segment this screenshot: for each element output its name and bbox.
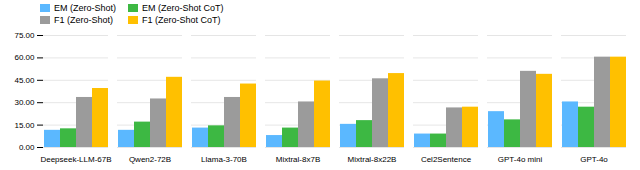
svg-text:45.00: 45.00: [14, 76, 35, 85]
svg-text:60.00: 60.00: [14, 53, 35, 62]
svg-text:15.00: 15.00: [14, 121, 35, 130]
svg-text:Cel2Sentence: Cel2Sentence: [421, 155, 472, 164]
html-text:F1 (Zero-Shot): F1 (Zero-Shot): [54, 15, 113, 25]
svg-text:GPT-4o mini: GPT-4o mini: [498, 155, 543, 164]
svg-text:Mixtral-8x7B: Mixtral-8x7B: [276, 155, 320, 164]
svg-text:0.00: 0.00: [19, 143, 35, 152]
svg-text:30.00: 30.00: [14, 98, 35, 107]
html-text:EM (Zero-Shot CoT): EM (Zero-Shot CoT): [142, 3, 224, 13]
html-text:F1 (Zero-Shot CoT): F1 (Zero-Shot CoT): [142, 15, 221, 25]
html-text:EM (Zero-Shot): EM (Zero-Shot): [54, 3, 116, 13]
svg-text:Deepseek-LLM-67B: Deepseek-LLM-67B: [40, 155, 111, 164]
svg-text:Llama-3-70B: Llama-3-70B: [201, 155, 247, 164]
svg-text:Mixtral-8x22B: Mixtral-8x22B: [348, 155, 397, 164]
svg-text:Qwen2-72B: Qwen2-72B: [129, 155, 171, 164]
svg-text:GPT-4o: GPT-4o: [580, 155, 608, 164]
svg-text:75.00: 75.00: [14, 31, 35, 40]
